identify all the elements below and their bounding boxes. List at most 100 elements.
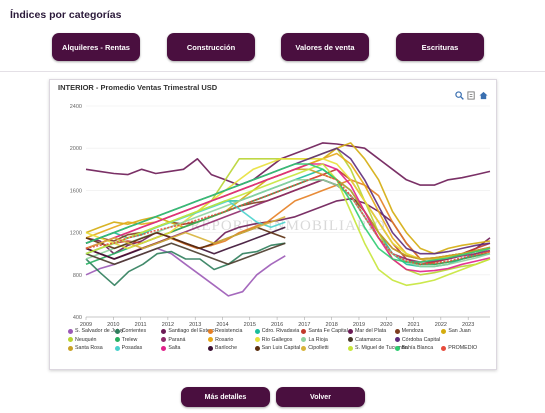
y-tick-label: 2400: [70, 104, 82, 110]
legend-swatch: [208, 328, 214, 334]
legend-label: Rosario: [215, 336, 234, 343]
category-button-construccion[interactable]: Construcción: [167, 33, 255, 61]
legend-label: La Rioja: [308, 336, 328, 343]
x-tick-label: 2012: [162, 322, 174, 328]
legend-label: Cipolletti: [308, 345, 329, 352]
legend-label: Bariloche: [214, 345, 238, 352]
x-tick-label: 2011: [135, 322, 147, 328]
legend-swatch: [394, 328, 400, 334]
legend-swatch: [441, 345, 447, 351]
legend-item[interactable]: San Juan: [441, 327, 488, 336]
x-tick-label: 2015: [244, 322, 256, 328]
legend-label: Resistencia: [215, 328, 243, 335]
legend-item[interactable]: Trelew: [114, 336, 162, 345]
legend-label: Catamarca: [355, 336, 382, 343]
series-line: [85, 163, 491, 287]
legend-label: Río Gallegos: [261, 336, 293, 343]
legend-item[interactable]: Rosario: [208, 336, 255, 345]
y-tick-label: 400: [73, 315, 82, 321]
legend-item[interactable]: Mar del Plata: [348, 327, 395, 336]
legend-label: Paraná: [168, 336, 186, 343]
category-button-valores-venta[interactable]: Valores de venta: [281, 33, 369, 61]
legend-label: Corrientes: [121, 328, 147, 335]
series-line: [85, 163, 491, 273]
legend-label: Cdro. Rivadavia: [261, 328, 300, 335]
legend-item[interactable]: Corrientes: [114, 327, 162, 336]
legend-row: Santa Rosa Posadas Salta Bariloche San Luis …: [68, 344, 488, 353]
legend-swatch: [114, 328, 120, 334]
legend-item[interactable]: Paraná: [161, 336, 208, 345]
legend-label: S. Miguel de Tucumán: [354, 345, 408, 352]
legend-item[interactable]: Cipolletti: [301, 344, 348, 353]
chart-title: INTERIOR - Promedio Ventas Trimestral US…: [58, 83, 218, 92]
back-button[interactable]: Volver: [276, 387, 365, 407]
legend-swatch: [161, 328, 167, 334]
series-line: [85, 242, 286, 287]
chart-legend: S. Salvador de Jujuy Corrientes Santiago d…: [68, 327, 488, 353]
legend-item[interactable]: Bariloche: [207, 344, 255, 353]
legend-item[interactable]: S. Salvador de Jujuy: [68, 327, 124, 336]
legend-swatch: [207, 345, 213, 351]
legend-item[interactable]: Santa Fe Capital: [301, 327, 348, 336]
legend-label: Mendoza: [401, 328, 424, 335]
x-tick-label: 2021: [407, 322, 419, 328]
legend-item[interactable]: Neuquén: [68, 336, 115, 345]
chart-card: 400 800 1200 1600 2000 2400 2009 2010 2011 2012 20…: [49, 79, 497, 370]
category-button-alquileres[interactable]: Alquileres - Rentas: [52, 33, 140, 61]
legend-swatch: [301, 337, 307, 343]
series-line: [85, 142, 491, 186]
legend-item[interactable]: Mendoza: [394, 327, 442, 336]
x-tick-label: 2009: [80, 322, 92, 328]
legend-label: San Juan: [448, 328, 471, 335]
x-tick-label: 2022: [435, 322, 447, 328]
legend-item[interactable]: Córdoba Capital: [394, 336, 442, 345]
legend-swatch: [348, 328, 353, 334]
legend-swatch: [68, 328, 73, 334]
home-icon[interactable]: [479, 91, 488, 100]
legend-label: Santa Fe Capital: [308, 328, 348, 335]
legend-item[interactable]: Posadas: [114, 344, 162, 353]
watermark-text: REPORTE INMOBILIARIO: [190, 218, 385, 234]
series-line: [85, 247, 286, 297]
legend-item[interactable]: Santa Rosa: [68, 344, 115, 353]
legend-item[interactable]: Santiago del Estero: [161, 327, 215, 336]
legend-item[interactable]: La Rioja: [301, 336, 348, 345]
x-tick-label: 2016: [271, 322, 283, 328]
legend-swatch: [394, 345, 400, 351]
x-tick-label: 2010: [107, 322, 119, 328]
divider: [0, 71, 545, 72]
legend-item[interactable]: Salta: [161, 344, 208, 353]
legend-item[interactable]: S. Miguel de Tucumán: [347, 344, 408, 353]
y-tick-label: 1200: [70, 231, 82, 237]
legend-item[interactable]: Catamarca: [348, 336, 395, 345]
legend-label: Salta: [168, 345, 181, 352]
legend-swatch: [254, 345, 260, 351]
legend-item[interactable]: PROMEDIO: [441, 344, 488, 353]
legend-swatch: [161, 337, 167, 343]
legend-swatch: [68, 345, 73, 351]
legend-label: Posadas: [121, 345, 143, 352]
legend-label: Santa Rosa: [75, 345, 103, 352]
line-chart: 400 800 1200 1600 2000 2400 2009 2010 2011 2012 20…: [70, 104, 491, 328]
legend-label: PROMEDIO: [448, 345, 478, 352]
legend-row: Neuquén Trelew Paraná Rosario Río Gallegos La…: [68, 336, 488, 345]
category-button-escrituras[interactable]: Escrituras: [396, 33, 484, 61]
x-tick-label: 2017: [298, 322, 310, 328]
series-line: [85, 168, 491, 266]
download-icon[interactable]: [467, 91, 476, 100]
legend-label: Santiago del Estero: [168, 328, 215, 335]
more-details-button[interactable]: Más detalles: [181, 387, 270, 407]
series-line: [85, 158, 491, 260]
legend-item[interactable]: Resistencia: [208, 327, 255, 336]
y-tick-label: 1600: [70, 188, 82, 194]
legend-label: Bahía Blanca: [401, 345, 434, 352]
legend-label: San Luis Capital: [261, 345, 301, 352]
legend-item[interactable]: Cdro. Rivadavia: [254, 327, 302, 336]
x-tick-label: 2020: [380, 322, 392, 328]
legend-item[interactable]: Bahía Blanca: [394, 344, 442, 353]
legend-swatch: [114, 337, 120, 343]
legend-swatch: [394, 337, 400, 343]
legend-item[interactable]: San Luis Capital: [254, 344, 302, 353]
legend-item[interactable]: Río Gallegos: [254, 336, 302, 345]
zoom-icon[interactable]: [455, 91, 464, 100]
